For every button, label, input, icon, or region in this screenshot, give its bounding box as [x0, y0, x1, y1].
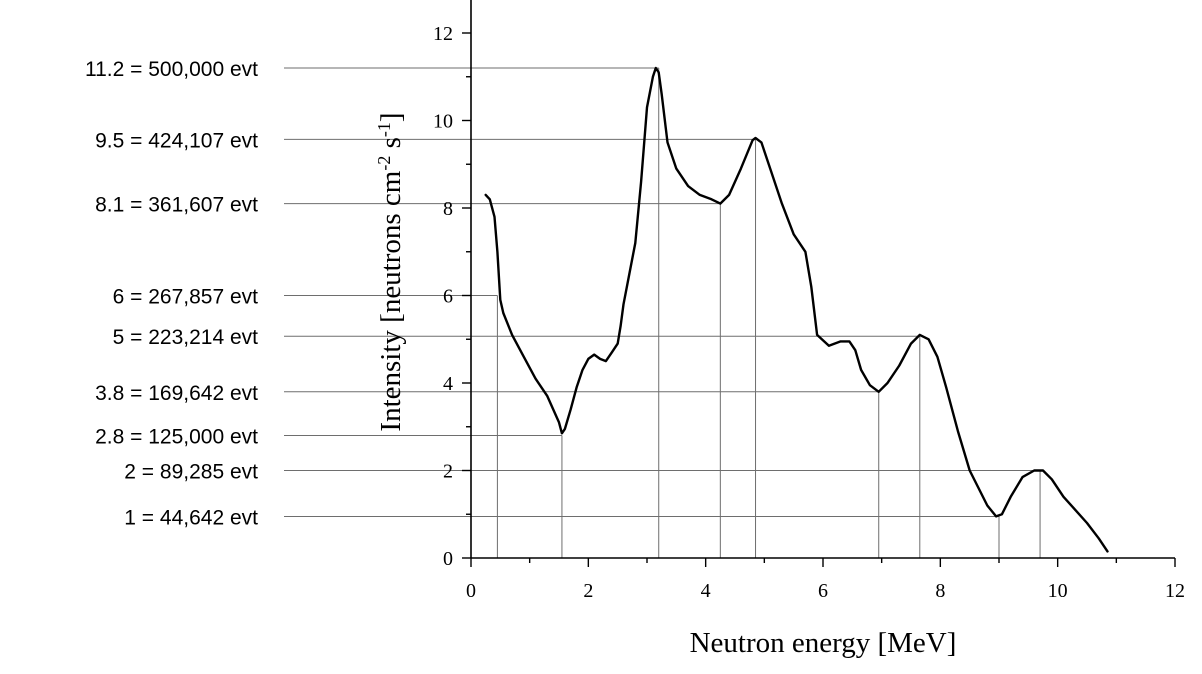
y-axis-title-sup2: -1	[374, 122, 394, 137]
axes: 0 2 4 6 8 10 12 0 2 4 6 8 10 12	[433, 0, 1185, 602]
y-tick-label: 8	[443, 198, 453, 220]
annotation-label: 11.2 = 500,000 evt	[85, 58, 258, 81]
annotation-label: 8.1 = 361,607 evt	[95, 194, 258, 217]
y-tick-label: 12	[433, 23, 453, 45]
series-layer	[484, 66, 1109, 553]
annotation-label: 3.8 = 169,642 evt	[95, 382, 258, 405]
annotation-label: 1 = 44,642 evt	[124, 506, 258, 529]
y-tick-label: 6	[443, 286, 453, 308]
y-tick-label: 0	[443, 548, 453, 570]
y-axis-title: Intensity [neutrons cm-2 s-1]	[374, 112, 407, 431]
annotation-label: 9.5 = 424,107 evt	[95, 129, 258, 152]
annotation-label: 2 = 89,285 evt	[124, 461, 258, 484]
y-axis-title-sup1: -2	[374, 156, 394, 171]
x-tick-label: 2	[583, 580, 593, 602]
x-tick-label: 12	[1165, 580, 1185, 602]
annotation-label: 5 = 223,214 evt	[113, 326, 259, 349]
annotation-label: 6 = 267,857 evt	[113, 286, 259, 309]
x-tick-label: 6	[818, 580, 828, 602]
x-tick-label: 4	[701, 580, 711, 602]
annotation-labels: 11.2 = 500,000 evt 9.5 = 424,107 evt 8.1 =…	[85, 58, 258, 529]
y-tick-label: 10	[433, 111, 453, 133]
y-axis-title-main: Intensity [neutrons cm	[375, 170, 407, 431]
y-tick-label: 2	[443, 461, 453, 483]
reference-lines	[284, 67, 1041, 558]
y-axis-title-mid: s	[375, 137, 407, 156]
series-line-intensity	[484, 66, 1109, 553]
y-tick-label: 4	[443, 373, 453, 395]
y-axis-title-end: ]	[375, 112, 407, 122]
x-tick-label: 10	[1048, 580, 1068, 602]
x-tick-label: 0	[466, 580, 476, 602]
x-tick-label: 8	[935, 580, 945, 602]
annotation-label: 2.8 = 125,000 evt	[95, 426, 258, 449]
x-axis-title: Neutron energy [MeV]	[690, 627, 957, 659]
